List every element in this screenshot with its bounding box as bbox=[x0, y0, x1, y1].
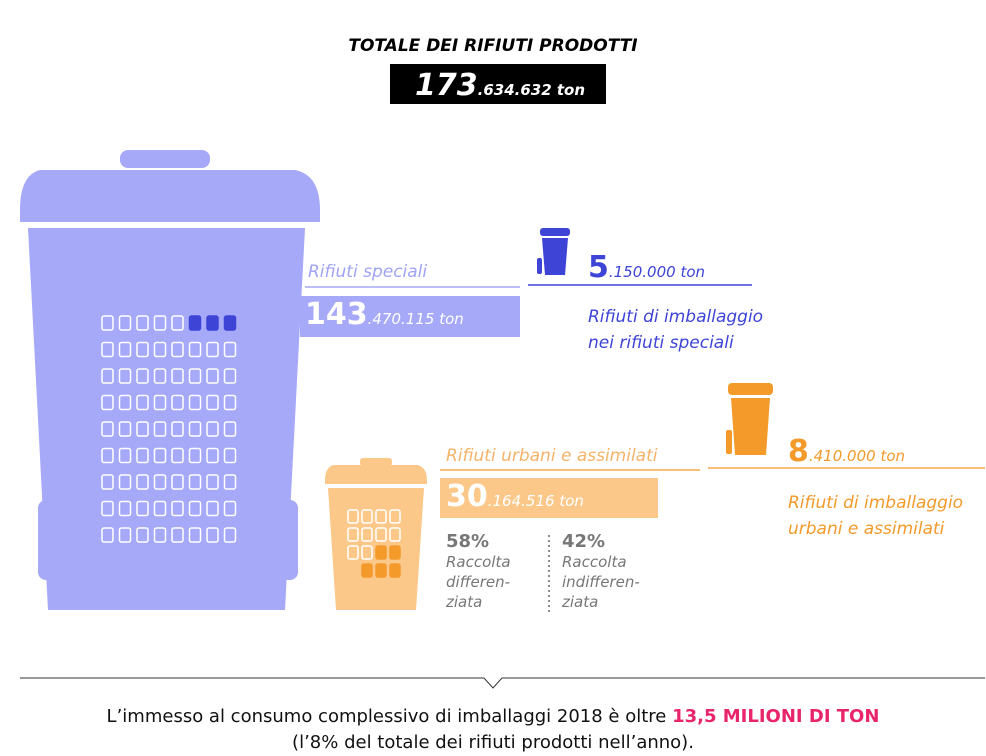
value-rest: .470.115 ton bbox=[368, 310, 464, 328]
text: L’immesso al consumo complessivo di imba… bbox=[107, 706, 673, 727]
value-big: 8 bbox=[788, 434, 809, 469]
line: Rifiuti di imballaggio bbox=[788, 490, 963, 516]
line: ziata bbox=[446, 592, 511, 612]
line: Raccolta bbox=[446, 552, 511, 572]
title: TOTALE DEI RIFIUTI PRODOTTI bbox=[0, 36, 986, 56]
label: Rifiuti urbani e assimilati bbox=[446, 446, 658, 466]
line: indifferen- bbox=[562, 572, 640, 592]
highlight: 13,5 MILIONI DI TON bbox=[672, 706, 879, 727]
value-big: 5 bbox=[588, 250, 609, 285]
line: Raccolta bbox=[562, 552, 640, 572]
value: 5.150.000 ton bbox=[588, 250, 705, 285]
pct: 42% bbox=[562, 532, 640, 552]
bin-icon bbox=[376, 564, 386, 577]
blue-icon bbox=[537, 228, 570, 275]
orange-icon bbox=[726, 383, 773, 455]
line: Rifiuti di imballaggio bbox=[588, 304, 763, 330]
line: ziata bbox=[562, 592, 640, 612]
bin-icon bbox=[390, 546, 400, 559]
line: nei rifiuti speciali bbox=[588, 330, 763, 356]
value-big: 30 bbox=[446, 479, 488, 514]
bin-icon bbox=[362, 564, 372, 577]
value-rest: .410.000 ton bbox=[809, 447, 905, 465]
value: 8.410.000 ton bbox=[788, 434, 905, 469]
bin-icon bbox=[225, 316, 236, 330]
illustration bbox=[0, 0, 986, 751]
split: 42%Raccoltaindifferen-ziata bbox=[562, 532, 640, 612]
value-rest: .164.516 ton bbox=[488, 492, 584, 510]
bin-icon bbox=[390, 564, 400, 577]
page: TOTALE DEI RIFIUTI PRODOTTI 173.634.632 … bbox=[0, 0, 986, 751]
total-big: 173 bbox=[415, 68, 478, 103]
footer-line: L’immesso al consumo complessivo di imba… bbox=[0, 704, 986, 730]
label: Rifiuti speciali bbox=[308, 262, 427, 282]
bin-icon bbox=[207, 316, 218, 330]
big-bin bbox=[20, 150, 320, 610]
footer-line: (l’8% del totale dei rifiuti prodotti ne… bbox=[0, 730, 986, 756]
value-big: 143 bbox=[305, 297, 368, 332]
value: 30.164.516 ton bbox=[446, 479, 584, 514]
pct: 58% bbox=[446, 532, 511, 552]
value-rest: .150.000 ton bbox=[609, 263, 705, 281]
line: differen- bbox=[446, 572, 511, 592]
value: 143.470.115 ton bbox=[305, 297, 464, 332]
total: 173.634.632 ton bbox=[415, 68, 585, 103]
total-rest: .634.632 ton bbox=[478, 81, 585, 99]
line: urbani e assimilati bbox=[788, 516, 963, 542]
bin-icon bbox=[190, 316, 201, 330]
footer: L’immesso al consumo complessivo di imba… bbox=[0, 704, 986, 756]
bin-icon bbox=[376, 546, 386, 559]
